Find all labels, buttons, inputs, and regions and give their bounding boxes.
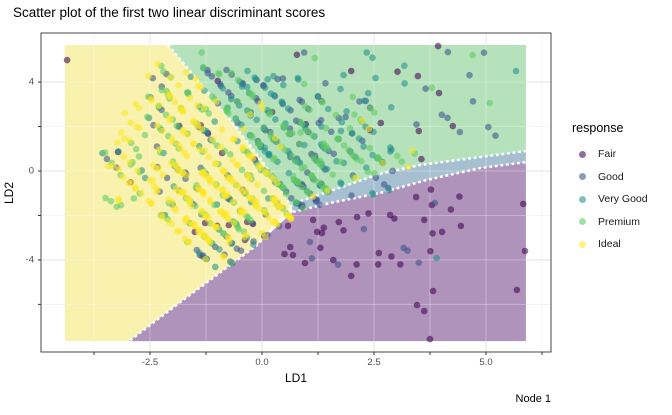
legend-dot-icon [579,218,586,226]
scatter-points [63,42,529,343]
chart-title: Scatter plot of the first two linear dis… [13,5,326,20]
y-tick-label: 0 [28,165,34,177]
legend-item-ideal: Ideal [572,233,648,256]
legend-item-label: Good [598,170,624,183]
legend-item-label: Ideal [598,238,621,251]
region-fair [128,162,526,342]
boundary-good_lower [292,160,527,214]
y-tick-label: -4 [25,254,34,266]
x-tick-label: 5.0 [479,357,493,368]
legend-item-label: Fair [598,148,617,161]
legend-item-premium: Premium [572,211,648,234]
legend-dot-icon [579,195,586,203]
legend-dot-icon [579,240,586,248]
boundary-ideal_fair [128,206,293,343]
legend-dot-icon [579,173,586,181]
legend-item-label: Premium [598,215,641,228]
x-tick-label: -2.5 [141,357,159,368]
x-tick-label: 2.5 [367,357,381,368]
legend-item-label: Very Good [598,193,648,206]
legend-item-fair: Fair [572,143,648,166]
y-axis-title: LD2 [2,182,16,205]
region-premium [167,45,526,207]
legend-item-very-good: Very Good [572,188,648,211]
legend: response Fair Good Very Good Premium Ideal [572,121,648,256]
x-axis-title: LD1 [284,371,307,385]
boundary-good_upper [294,149,527,205]
panel-border [40,32,552,353]
y-tick-label: 4 [28,76,34,88]
x-tick-label: 0.0 [255,357,269,368]
node-label: Node 1 [515,393,551,405]
legend-items: Fair Good Very Good Premium Ideal [572,143,648,256]
legend-dot-icon [579,150,586,158]
legend-title: response [572,121,624,135]
legend-item-good: Good [572,166,648,189]
